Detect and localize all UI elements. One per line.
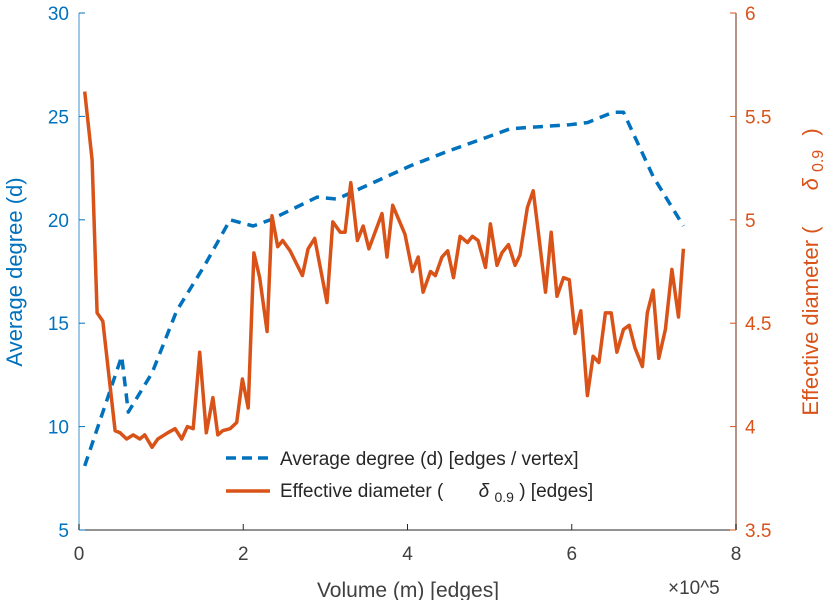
right-y-tick-label: 4.5 bbox=[745, 314, 771, 335]
left-y-tick-label: 20 bbox=[48, 211, 69, 232]
x-axis-multiplier: ×10^5 bbox=[668, 578, 720, 599]
right-y-tick-label: 5 bbox=[745, 211, 756, 232]
right-y-tick-label: 6 bbox=[745, 4, 756, 25]
right-y-tick-label: 5.5 bbox=[745, 107, 771, 128]
left-y-tick-label: 5 bbox=[58, 521, 69, 542]
legend-label-average-degree: Average degree (d) [edges / vertex] bbox=[280, 449, 579, 470]
right-y-tick-label: 3.5 bbox=[745, 521, 771, 542]
legend-label-effective-diameter: Effective diameter ( δ 0.9 ) [edges] bbox=[280, 481, 593, 507]
series-average-degree-line bbox=[83, 110, 685, 467]
x-tick-label: 2 bbox=[238, 544, 249, 565]
left-axis-label: Average degree (d) bbox=[2, 177, 27, 366]
legend: Average degree (d) [edges / vertex] Effe… bbox=[226, 449, 593, 507]
x-tick-label: 4 bbox=[402, 544, 413, 565]
left-y-tick-label: 30 bbox=[48, 4, 69, 25]
left-y-tick-label: 25 bbox=[48, 107, 69, 128]
x-tick-label: 0 bbox=[74, 544, 85, 565]
x-tick-label: 8 bbox=[731, 544, 742, 565]
x-tick-label: 6 bbox=[566, 544, 577, 565]
series-effective-diameter-line bbox=[82, 91, 686, 450]
right-y-tick-label: 4 bbox=[745, 418, 756, 439]
left-y-tick-label: 15 bbox=[48, 314, 69, 335]
x-axis-label: Volume (m) [edges] bbox=[317, 579, 499, 600]
left-y-tick-label: 10 bbox=[48, 418, 69, 439]
right-axis-label: Effective diameter ( δ 0.9 ) bbox=[798, 128, 828, 415]
